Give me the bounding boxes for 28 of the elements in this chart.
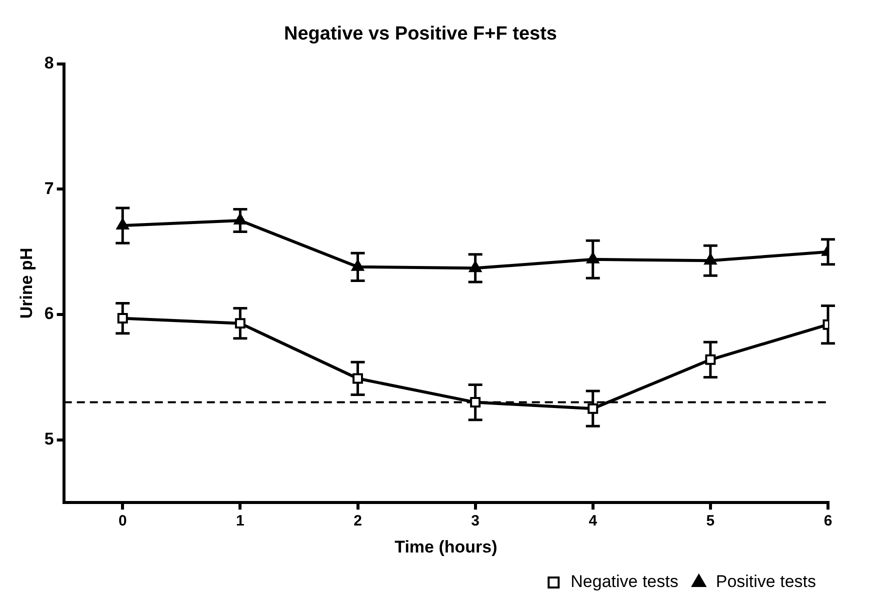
point [117, 313, 128, 324]
x-axis-title: Time (hours) [394, 537, 498, 556]
point [586, 252, 600, 264]
point [116, 218, 129, 230]
point [588, 403, 598, 414]
legend-label: Positive tests [716, 572, 816, 592]
legend-label: Negative tests [570, 572, 678, 592]
x-tick-label: 1 [236, 512, 244, 530]
y-tick-label: 7 [44, 178, 54, 198]
x-tick-label: 6 [824, 512, 832, 530]
y-axis-title: Urine pH [16, 248, 36, 319]
x-tick-label: 3 [471, 512, 480, 530]
x-tick-label: 5 [706, 512, 715, 530]
point [705, 354, 716, 365]
point [470, 397, 481, 408]
point [352, 373, 363, 384]
point [234, 214, 246, 225]
point [469, 261, 482, 272]
y-tick-label: 8 [44, 53, 54, 72]
x-tick-label: 0 [118, 512, 127, 530]
chart-title: Negative vs Positive F+F tests [284, 24, 557, 45]
point [234, 318, 246, 329]
y-tick-label: 6 [44, 304, 54, 324]
x-tick-label: 2 [354, 512, 362, 530]
x-tick-label: 4 [588, 512, 598, 530]
point [704, 254, 717, 265]
y-tick-label: 5 [44, 430, 54, 449]
point [352, 260, 364, 271]
